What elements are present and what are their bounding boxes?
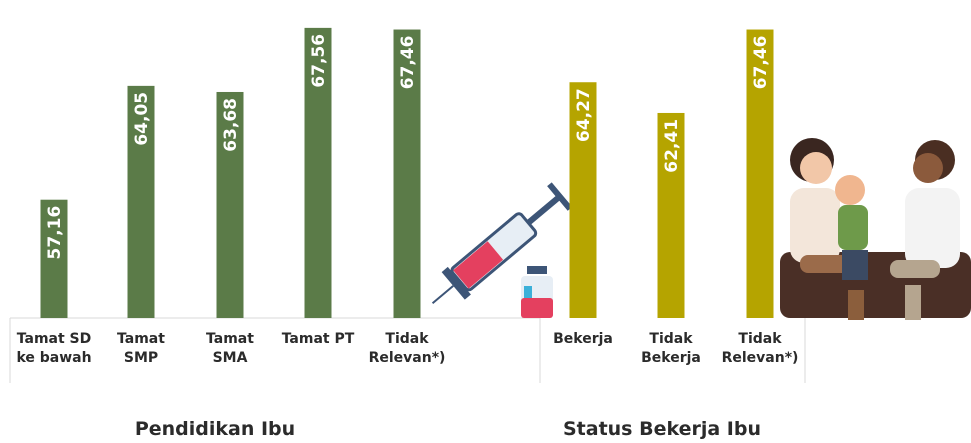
category-label: Tamat SD ke bawah xyxy=(12,330,96,368)
chart: 57,16 64,05 63,68 67,56 67,46 64,27 62,41 67,46 xyxy=(0,0,971,443)
category-label: Tidak Relevan*) xyxy=(718,330,802,368)
category-label: Tidak Bekerja xyxy=(629,330,713,368)
category-label: Tamat SMP xyxy=(99,330,183,368)
group-title: Pendidikan Ibu xyxy=(65,418,365,440)
value-label: 64,27 xyxy=(574,88,594,142)
category-label: Tidak Relevan*) xyxy=(365,330,449,368)
value-label: 57,16 xyxy=(45,206,65,260)
category-label: Tamat PT xyxy=(276,330,360,349)
value-label: 64,05 xyxy=(132,92,152,146)
value-label: 67,56 xyxy=(309,34,329,88)
category-label: Bekerja xyxy=(541,330,625,349)
category-label: Tamat SMA xyxy=(188,330,272,368)
vial-illustration xyxy=(521,266,553,318)
group-title: Status Bekerja Ibu xyxy=(512,418,812,440)
value-label: 63,68 xyxy=(221,98,241,152)
value-label: 62,41 xyxy=(662,119,682,173)
page: 57,16 64,05 63,68 67,56 67,46 64,27 62,41 67,46… xyxy=(0,0,971,443)
value-label: 67,46 xyxy=(398,36,418,90)
value-label: 67,46 xyxy=(751,36,771,90)
family-illustration xyxy=(780,138,971,320)
